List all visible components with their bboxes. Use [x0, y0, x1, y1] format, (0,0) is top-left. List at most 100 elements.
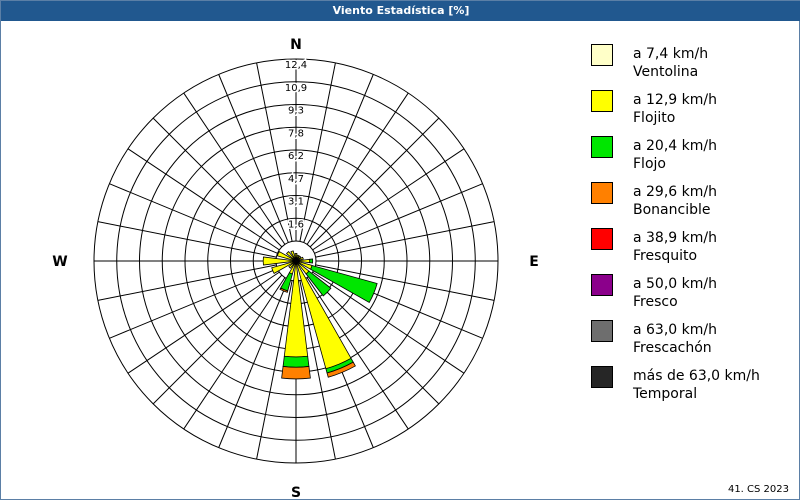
legend-item: a 7,4 km/h Ventolina	[589, 41, 794, 87]
legend-swatch	[591, 44, 613, 66]
grid-spoke	[152, 274, 283, 405]
radial-tick-label: 6,2	[288, 151, 304, 162]
legend-speed: a 20,4 km/h	[633, 138, 717, 154]
sector-ne-s1	[297, 255, 302, 260]
grid-spoke	[309, 117, 440, 248]
grid-spoke	[306, 277, 409, 430]
grid-spoke	[315, 264, 495, 301]
legend-item: a 63,0 km/h Frescachón	[589, 317, 794, 363]
grid-spoke	[312, 271, 465, 374]
radial-tick-label: 1,6	[288, 219, 304, 230]
sector-ene-s1	[298, 256, 304, 261]
legend-label: a 12,9 km/h Flojito	[633, 91, 717, 127]
grid-spoke	[315, 221, 495, 258]
sector-nnw-s1	[290, 250, 296, 259]
sector-ese-s2	[309, 264, 378, 304]
legend-item: a 29,6 km/h Bonancible	[589, 179, 794, 225]
sector-nw-s1	[285, 250, 295, 260]
legend-speed: a 12,9 km/h	[633, 92, 717, 108]
sector-nne-s1	[296, 254, 300, 259]
sector-sse-s3	[326, 361, 356, 378]
grid-spoke	[183, 277, 286, 430]
grid-spoke	[312, 148, 465, 251]
grid-spoke	[309, 274, 440, 405]
compass-label-n: N	[290, 37, 302, 53]
legend-label: a 38,9 km/h Fresquito	[633, 229, 717, 265]
legend-desc: Frescachón	[633, 340, 712, 356]
sector-wsw-s1	[271, 261, 294, 274]
legend-item: más de 63,0 km/h Temporal	[589, 363, 794, 409]
grid-spoke	[183, 92, 286, 245]
radial-tick-label: 7,8	[288, 128, 304, 139]
legend-swatch	[591, 228, 613, 250]
legend-speed: a 7,4 km/h	[633, 46, 709, 62]
sector-w-s1	[262, 256, 294, 266]
legend-desc: Ventolina	[633, 64, 699, 80]
radial-tick-label: 12,4	[285, 60, 307, 71]
legend-swatch	[591, 90, 613, 112]
legend-desc: Fresco	[633, 294, 678, 310]
legend-label: a 50,0 km/h Fresco	[633, 275, 717, 311]
legend-desc: Flojito	[633, 110, 676, 126]
grid-spoke	[218, 279, 289, 448]
grid-spoke	[109, 268, 278, 339]
compass-label-w: W	[52, 254, 67, 270]
sector-sw-s1	[288, 262, 295, 269]
legend-desc: Bonancible	[633, 202, 711, 218]
grid-spoke	[299, 62, 336, 242]
grid-spoke	[306, 92, 409, 245]
compass-label-s: S	[291, 485, 301, 501]
grid-spoke	[256, 62, 293, 242]
legend: a 7,4 km/h Ventolina a 12,9 km/h Flojito a 2…	[589, 41, 794, 409]
legend-item: a 38,9 km/h Fresquito	[589, 225, 794, 271]
grid-spoke	[256, 280, 293, 460]
legend-speed: más de 63,0 km/h	[633, 368, 760, 384]
legend-speed: a 63,0 km/h	[633, 322, 717, 338]
legend-speed: a 29,6 km/h	[633, 184, 717, 200]
grid-spoke	[127, 148, 280, 251]
sector-s-s3	[281, 365, 311, 380]
legend-item: a 12,9 km/h Flojito	[589, 87, 794, 133]
legend-speed: a 38,9 km/h	[633, 230, 717, 246]
legend-item: a 50,0 km/h Fresco	[589, 271, 794, 317]
legend-label: a 7,4 km/h Ventolina	[633, 45, 708, 81]
legend-swatch	[591, 182, 613, 204]
compass-label-e: E	[529, 254, 539, 270]
legend-swatch	[591, 274, 613, 296]
sector-se-s2	[305, 270, 332, 297]
sector-s-s2	[282, 355, 310, 368]
legend-speed: a 50,0 km/h	[633, 276, 717, 292]
radial-tick-label: 10,9	[285, 83, 307, 94]
sector-e-s2	[309, 258, 314, 264]
sector-ssw-s3	[279, 287, 289, 293]
legend-desc: Fresquito	[633, 248, 698, 264]
grid-spoke	[127, 271, 280, 374]
grid-spoke	[97, 221, 277, 258]
grid-spoke	[109, 183, 278, 254]
sector-wnw-s1	[276, 250, 294, 261]
grid-spoke	[97, 264, 277, 301]
legend-desc: Temporal	[633, 386, 698, 402]
legend-label: a 20,4 km/h Flojo	[633, 137, 717, 173]
legend-desc: Flojo	[633, 156, 666, 172]
grid-spoke	[299, 280, 336, 460]
center-point	[293, 258, 299, 264]
radial-tick-label: 4,7	[288, 174, 304, 185]
legend-label: más de 63,0 km/h Temporal	[633, 367, 760, 403]
legend-item: a 20,4 km/h Flojo	[589, 133, 794, 179]
grid-spoke	[218, 74, 289, 243]
grid-spoke	[314, 183, 483, 254]
legend-swatch	[591, 136, 613, 158]
legend-swatch	[591, 366, 613, 388]
radial-tick-label: 3,1	[288, 197, 304, 208]
legend-label: a 29,6 km/h Bonancible	[633, 183, 717, 219]
radial-tick-label: 9,3	[288, 106, 304, 117]
grid-spoke	[303, 74, 374, 243]
legend-label: a 63,0 km/h Frescachón	[633, 321, 717, 357]
grid-spoke	[152, 117, 283, 248]
legend-swatch	[591, 320, 613, 342]
sector-n-s1	[294, 253, 298, 259]
window-title: Viento Estadística [%]	[1, 1, 800, 21]
